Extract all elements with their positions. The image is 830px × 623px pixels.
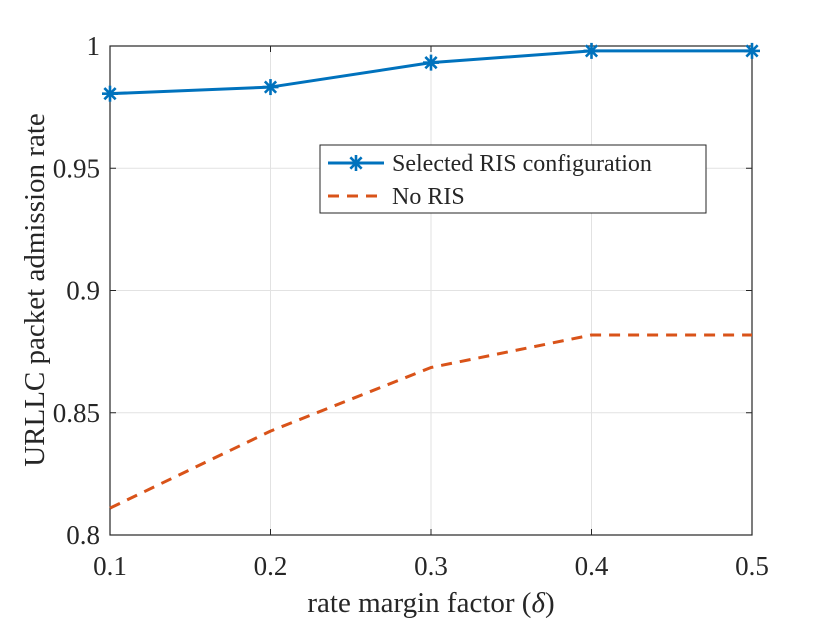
legend-asterisk [348, 155, 364, 171]
data-point-ris [583, 42, 600, 59]
x-axis-label: rate margin factor (δ) [307, 587, 554, 619]
data-point-ris [262, 79, 279, 96]
data-point-ris-stroke [103, 87, 117, 101]
x-tick-label: 0.4 [575, 551, 609, 581]
y-tick-label: 0.8 [66, 520, 100, 550]
x-tick-label: 0.3 [414, 551, 448, 581]
x-tick-label: 0.5 [735, 551, 769, 581]
legend: Selected RIS configuration No RIS [319, 144, 707, 214]
y-tick-label: 0.9 [66, 276, 100, 306]
y-tick-label: 0.85 [53, 398, 100, 428]
y-tick-label: 0.95 [53, 153, 100, 183]
x-axis-label-close: ) [545, 587, 555, 619]
data-point-ris-stroke [424, 56, 438, 70]
x-tick-label: 0.1 [93, 551, 127, 581]
x-axis-label-symbol: δ [531, 587, 545, 619]
data-point-ris [102, 85, 118, 102]
legend-box [319, 144, 707, 214]
legend-label-no-ris: No RIS [392, 184, 465, 210]
series-line-no-ris [109, 333, 752, 510]
series-layer [102, 42, 760, 510]
x-tick-labels: 0.1 0.2 0.3 0.4 0.5 [93, 551, 769, 581]
legend-marker-ris [348, 155, 364, 171]
y-axis-label: URLLC packet admission rate [19, 113, 51, 467]
data-point-ris [744, 42, 760, 59]
data-point-ris-stroke [745, 44, 759, 58]
data-point-ris [423, 54, 439, 71]
x-axis-label-text: rate margin factor ( [307, 587, 531, 619]
y-tick-label: 1 [87, 31, 101, 61]
legend-asterisk-stroke [349, 156, 363, 170]
legend-label-ris: Selected RIS configuration [392, 151, 652, 177]
y-tick-labels: 0.8 0.85 0.9 0.95 1 [53, 31, 100, 550]
x-tick-label: 0.2 [254, 551, 288, 581]
data-point-ris-stroke [584, 44, 599, 58]
data-point-ris-stroke [263, 80, 278, 94]
